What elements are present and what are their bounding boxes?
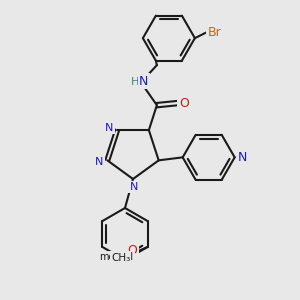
Text: N: N: [238, 151, 247, 164]
Text: Br: Br: [208, 26, 222, 39]
Text: O: O: [128, 244, 137, 256]
Text: H: H: [131, 77, 139, 87]
Text: O: O: [179, 97, 189, 110]
Text: N: N: [139, 75, 148, 88]
Text: CH₃: CH₃: [111, 253, 130, 263]
Text: methyl: methyl: [100, 252, 134, 262]
Text: N: N: [130, 182, 138, 192]
Text: N: N: [105, 123, 113, 133]
Text: N: N: [95, 157, 103, 167]
